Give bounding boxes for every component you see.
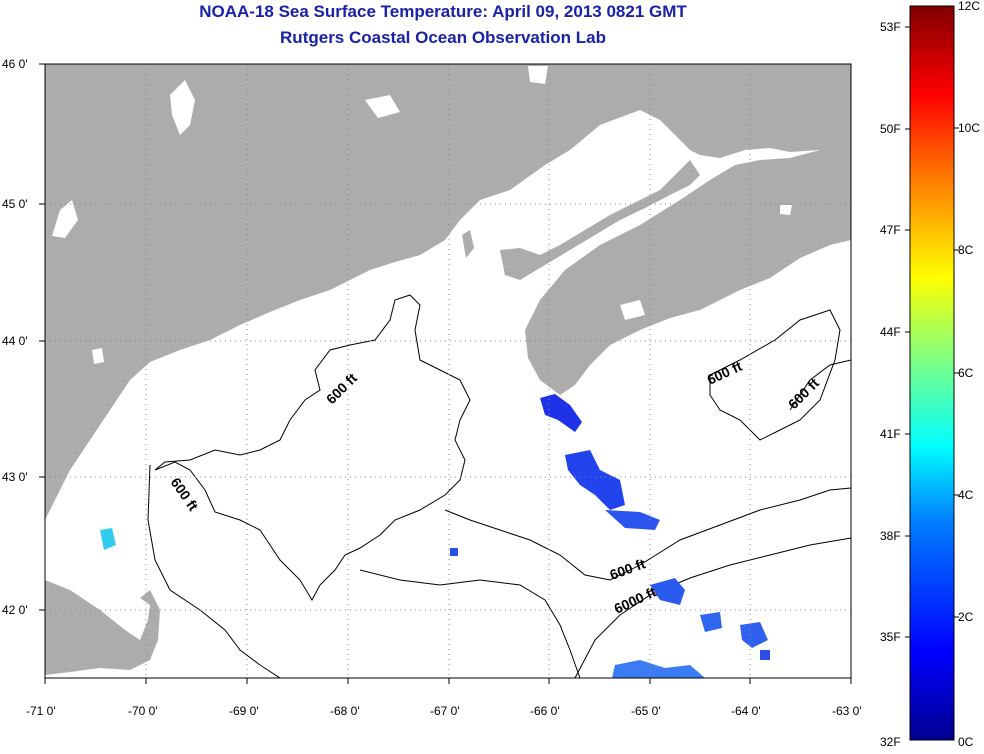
colorbar-c-label: 10C [958, 121, 980, 135]
lake-1 [170, 80, 195, 135]
colorbar-f-label: 38F [880, 529, 901, 543]
sst-patch-3 [605, 510, 660, 530]
map-area: 600 ft 600 ft 600 ft 600 ft 6000 ft 600 … [45, 64, 851, 678]
sst-patch-7 [612, 660, 705, 678]
land-cape-cod [45, 580, 160, 675]
lake-3 [92, 348, 104, 364]
contour-600-east [709, 309, 841, 441]
lon-tick-label: -63 0' [832, 704, 862, 718]
sst-patch-4 [650, 578, 685, 605]
sst-patches [100, 394, 770, 678]
colorbar-c-label: 2C [958, 610, 974, 624]
sst-patch-9 [450, 548, 458, 556]
lake-4 [528, 66, 548, 84]
sst-patch-2 [565, 450, 625, 510]
lon-tick-label: -71 0' [26, 704, 56, 718]
island-grand-manan [462, 230, 474, 258]
sst-patch-10 [760, 650, 770, 660]
map-frame [44, 63, 852, 679]
lon-tick-label: -64 0' [731, 704, 761, 718]
colorbar-f-label: 35F [880, 630, 901, 644]
colorbar-f-label: 50F [880, 122, 901, 136]
colorbar-c-label: 12C [958, 0, 980, 13]
contour-600-georges [444, 487, 851, 581]
lon-tick-label: -67 0' [430, 704, 460, 718]
lake-5 [365, 95, 400, 118]
land-nova-scotia [525, 150, 851, 395]
sst-patch-8 [100, 528, 116, 550]
colorbar-f-label: 53F [880, 20, 901, 34]
contour-600-west [154, 294, 471, 602]
colorbar-gradient [909, 5, 955, 741]
sst-patch-1 [540, 394, 582, 432]
land-mainland [45, 64, 851, 520]
land-fundy-peninsula [500, 160, 700, 280]
colorbar-f-label: 47F [880, 223, 901, 237]
depth-contours [147, 294, 851, 678]
sst-patch-5 [700, 612, 722, 632]
lon-tick-label: -68 0' [330, 704, 360, 718]
lon-tick-label: -69 0' [229, 704, 259, 718]
colorbar-f-label: 41F [880, 427, 901, 441]
sst-patch-6 [740, 622, 768, 648]
contour-600-georges-2 [359, 569, 581, 678]
lat-tick-label: 43 0' [2, 470, 28, 484]
contour-6000 [574, 537, 851, 678]
lake-ns [620, 300, 645, 320]
lat-tick-label: 42 0' [2, 603, 28, 617]
contour-600-east-2 [789, 359, 851, 411]
lake-ns-2 [780, 205, 792, 215]
colorbar: 53F 50F 47F 44F 41F 38F 35F 32F 12C 10C … [880, 0, 980, 749]
lat-tick-label: 45 0' [2, 197, 28, 211]
lake-2 [52, 200, 78, 238]
colorbar-c-label: 0C [958, 735, 974, 749]
map-subtitle: Rutgers Coastal Ocean Observation Lab [280, 28, 606, 47]
map-title: NOAA-18 Sea Surface Temperature: April 0… [199, 2, 687, 21]
lon-tick-label: -65 0' [631, 704, 661, 718]
colorbar-c-label: 8C [958, 243, 974, 257]
colorbar-f-label: 44F [880, 325, 901, 339]
colorbar-c-label: 4C [958, 488, 974, 502]
lat-tick-label: 46 0' [2, 57, 28, 71]
colorbar-c-label: 6C [958, 366, 974, 380]
lat-tick-label: 44 0' [2, 334, 28, 348]
colorbar-f-label: 32F [880, 735, 901, 749]
lon-tick-label: -70 0' [128, 704, 158, 718]
axis-ticks [39, 63, 852, 684]
lon-tick-label: -66 0' [530, 704, 560, 718]
